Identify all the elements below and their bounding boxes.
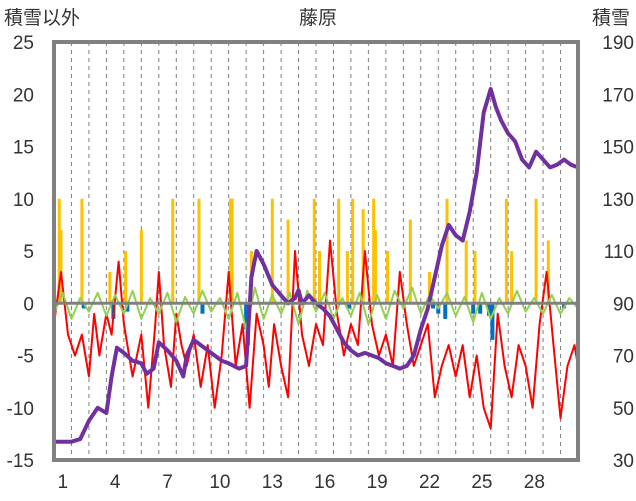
snowfall-bar-21	[386, 251, 390, 304]
left-tick-7: -10	[7, 399, 34, 420]
left-tick-4: 5	[23, 242, 34, 263]
snowfall-bar-18	[361, 209, 365, 304]
snowfall-bar-28	[510, 251, 514, 304]
left-tick-5: 0	[23, 294, 34, 315]
grid-lines	[70, 42, 562, 460]
snowfall-bar-3	[108, 271, 112, 304]
x-tick-1: 1	[57, 472, 68, 493]
snowfall-bar-25	[464, 240, 468, 304]
precipitation-bar-11	[478, 303, 483, 314]
right-tick-labels: 190 170 150 130 110 90 70 50 30	[602, 33, 634, 472]
x-tick-10: 10	[209, 472, 230, 493]
snowfall-bar-29	[534, 198, 538, 304]
temperature-line	[53, 239, 579, 430]
precipitation-bar-9	[443, 303, 448, 319]
temp_change-line	[53, 286, 579, 331]
x-tick-4: 4	[110, 472, 121, 493]
snowfall-bar-8	[228, 198, 232, 304]
precipitation-bar-12	[486, 303, 491, 316]
snowfall-bar-20	[373, 230, 377, 304]
left-tick-3: 10	[13, 190, 34, 211]
snowfall-bar-13	[312, 198, 316, 304]
x-tick-28: 28	[524, 472, 545, 493]
precipitation-bar-0	[81, 303, 86, 309]
left-tick-1: 20	[13, 85, 34, 106]
snowfall-bar-2	[80, 198, 84, 304]
x-tick-19: 19	[367, 472, 388, 493]
snowfall-bar-14	[317, 251, 321, 304]
x-tick-22: 22	[419, 472, 440, 493]
line-series	[52, 87, 580, 444]
right-tick-7: 50	[613, 399, 634, 420]
snowfall-bar-7	[197, 198, 201, 304]
snowfall-bar-16	[345, 251, 349, 304]
snowfall-bar-4	[124, 251, 128, 304]
snowfall-bar-27	[504, 198, 508, 304]
precipitation-bar-10	[471, 303, 476, 314]
left-tick-0: 25	[13, 33, 34, 54]
x-tick-25: 25	[471, 472, 492, 493]
x-tick-13: 13	[262, 472, 283, 493]
right-tick-0: 190	[602, 33, 634, 54]
snowfall-bar-17	[351, 198, 355, 304]
right-tick-8: 30	[613, 451, 634, 472]
snowfall-bar-11	[270, 198, 274, 304]
right-tick-1: 170	[602, 85, 634, 106]
left-tick-8: -15	[7, 451, 34, 472]
snowfall-bar-26	[473, 251, 477, 304]
precipitation-bar-7	[431, 303, 436, 309]
right-tick-2: 150	[602, 138, 634, 159]
right-tick-4: 110	[604, 242, 634, 263]
snowfall-bar-24	[445, 198, 449, 304]
snowfall-bar-15	[337, 198, 341, 304]
x-tick-7: 7	[162, 472, 173, 493]
right-tick-6: 70	[613, 347, 634, 368]
left-axis-label: 積雪以外	[4, 7, 80, 29]
snowfall-bar-22	[408, 219, 412, 304]
snowfall-bar-12	[286, 219, 290, 304]
snowfall-bar-19	[372, 198, 376, 304]
snowfall-bar-1	[59, 230, 63, 304]
snowfall-bar-30	[546, 240, 550, 304]
right-tick-5: 90	[613, 294, 634, 315]
precipitation-bar-6	[347, 303, 352, 309]
chart-title: 藤原	[299, 7, 337, 29]
precipitation-bar-13	[490, 303, 495, 340]
plot-frame	[52, 40, 580, 462]
left-tick-labels: 25 20 15 10 5 0 -5 -10 -15	[7, 33, 34, 472]
left-tick-6: -5	[17, 347, 34, 368]
x-tick-labels: 1 4 7 10 13 16 19 22 25 28	[57, 472, 544, 493]
x-tick-16: 16	[314, 472, 335, 493]
precipitation-bar-2	[125, 303, 130, 312]
bar-series	[57, 198, 567, 346]
snowfall-bar-5	[139, 230, 143, 304]
precipitation-bar-3	[200, 303, 205, 314]
right-axis-label: 積雪	[592, 7, 630, 29]
snowfall-bar-0	[57, 198, 61, 304]
snowfall-bar-23	[428, 271, 432, 304]
snowfall-bar-9	[230, 198, 234, 304]
snow_depth-line	[52, 87, 580, 444]
snowfall-bar-6	[171, 198, 175, 304]
left-tick-2: 15	[13, 138, 34, 159]
right-tick-3: 130	[602, 190, 634, 211]
